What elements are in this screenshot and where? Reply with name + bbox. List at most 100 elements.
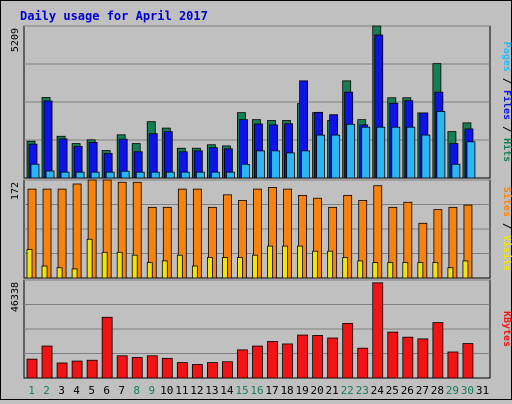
bar-visits-day-28 — [432, 262, 439, 279]
bar-kbytes-day-2 — [41, 345, 53, 379]
bar-visits-day-24 — [372, 262, 379, 279]
bar-pages-day-10 — [165, 171, 175, 179]
bar-sites-day-2 — [42, 188, 52, 279]
bar-kbytes-day-4 — [71, 360, 83, 379]
xtick-label-day-1: 1 — [28, 384, 35, 397]
bar-pages-day-17 — [271, 150, 280, 179]
bar-pages-day-16 — [256, 150, 265, 179]
bar-pages-day-13 — [210, 171, 220, 179]
xtick-label-day-3: 3 — [58, 384, 65, 397]
bar-files-day-2 — [43, 100, 53, 179]
bar-files-day-9 — [148, 133, 158, 179]
bar-visits-day-12 — [191, 265, 198, 279]
bar-kbytes-day-7 — [116, 355, 128, 379]
bar-kbytes-day-21 — [327, 337, 339, 379]
bar-visits-day-1 — [26, 249, 33, 279]
bar-pages-day-2 — [45, 170, 55, 179]
axis-label-hits-files-pages: Pages / Files / Hits — [501, 42, 512, 162]
bar-pages-day-19 — [301, 150, 310, 179]
bar-kbytes-day-26 — [402, 336, 414, 379]
ytick-label-kbytes: 46338 — [10, 282, 21, 312]
bar-visits-day-7 — [116, 251, 123, 279]
bar-kbytes-day-12 — [191, 364, 203, 379]
bar-kbytes-day-1 — [26, 358, 38, 379]
xtick-label-day-29: 29 — [446, 384, 459, 397]
axis-label-kbytes: KBytes — [501, 311, 512, 347]
axis-label-hits: Hits — [501, 138, 512, 162]
bar-visits-day-25 — [387, 262, 394, 279]
bar-pages-day-22 — [346, 123, 356, 179]
bar-pages-day-20 — [316, 134, 326, 179]
xtick-label-day-19: 19 — [295, 384, 308, 397]
axis-label-separator: / — [501, 120, 512, 138]
bar-kbytes-day-6 — [101, 316, 113, 379]
bar-kbytes-day-20 — [312, 335, 324, 379]
xtick-label-day-7: 7 — [118, 384, 125, 397]
xtick-label-day-22: 22 — [341, 384, 354, 397]
bar-kbytes-day-5 — [86, 359, 98, 379]
bar-visits-day-5 — [86, 238, 93, 279]
bar-pages-day-8 — [135, 171, 145, 179]
bar-sites-day-12 — [192, 188, 202, 279]
bar-files-day-10 — [163, 131, 173, 179]
xtick-label-day-23: 23 — [356, 384, 369, 397]
xtick-label-day-27: 27 — [416, 384, 429, 397]
bar-kbytes-day-8 — [131, 357, 143, 379]
bar-visits-day-6 — [101, 251, 108, 279]
bar-visits-day-8 — [131, 254, 138, 279]
xtick-label-day-16: 16 — [250, 384, 263, 397]
xtick-label-day-13: 13 — [205, 384, 218, 397]
bar-pages-day-27 — [421, 134, 431, 179]
bar-visits-day-10 — [161, 260, 168, 279]
bar-visits-day-27 — [417, 262, 424, 279]
axis-label-kbytes: KBytes — [501, 311, 512, 347]
xtick-label-day-6: 6 — [103, 384, 110, 397]
bar-kbytes-day-27 — [417, 338, 429, 379]
bar-kbytes-day-11 — [176, 362, 188, 379]
bar-kbytes-day-29 — [447, 351, 459, 379]
xtick-label-day-21: 21 — [326, 384, 339, 397]
bar-sites-day-4 — [72, 183, 82, 279]
bar-visits-day-3 — [56, 267, 63, 279]
bar-pages-day-29 — [451, 163, 461, 179]
xtick-label-day-11: 11 — [175, 384, 188, 397]
bar-visits-day-2 — [41, 265, 48, 279]
xtick-label-day-28: 28 — [431, 384, 444, 397]
chart-title: Daily usage for April 2017 — [20, 9, 208, 23]
axis-label-separator: / — [501, 72, 512, 90]
xtick-label-day-18: 18 — [280, 384, 293, 397]
axis-label-visits: Visits — [501, 235, 512, 271]
bar-visits-day-13 — [206, 257, 213, 279]
bar-pages-day-15 — [241, 163, 250, 179]
bar-pages-day-30 — [466, 141, 476, 179]
axis-label-pages: Pages — [501, 42, 512, 72]
bar-pages-day-6 — [105, 171, 115, 179]
bar-pages-day-18 — [286, 152, 295, 179]
bar-pages-day-26 — [406, 126, 416, 179]
xtick-label-day-24: 24 — [371, 384, 385, 397]
bar-visits-day-17 — [267, 245, 273, 279]
bar-kbytes-day-3 — [56, 362, 68, 379]
bar-visits-day-9 — [146, 262, 153, 279]
bar-visits-day-11 — [176, 254, 183, 279]
bar-pages-day-23 — [361, 126, 371, 179]
xtick-label-day-8: 8 — [133, 384, 140, 397]
bar-pages-day-14 — [226, 171, 235, 179]
bar-kbytes-day-24 — [372, 282, 384, 379]
bar-visits-day-22 — [342, 257, 349, 279]
axis-label-separator: / — [501, 217, 512, 235]
bar-pages-day-12 — [195, 171, 205, 179]
bar-visits-day-23 — [357, 260, 364, 279]
ytick-label-hits-files-pages: 5209 — [10, 28, 21, 52]
bar-kbytes-day-13 — [206, 362, 218, 379]
xtick-label-day-5: 5 — [88, 384, 95, 397]
xtick-label-day-25: 25 — [386, 384, 399, 397]
bar-kbytes-day-17 — [267, 341, 278, 379]
bar-visits-day-15 — [237, 257, 243, 279]
bar-visits-day-14 — [222, 257, 228, 279]
xtick-label-day-15: 15 — [235, 384, 248, 397]
bar-kbytes-day-28 — [432, 322, 444, 379]
bar-kbytes-day-30 — [462, 343, 474, 379]
